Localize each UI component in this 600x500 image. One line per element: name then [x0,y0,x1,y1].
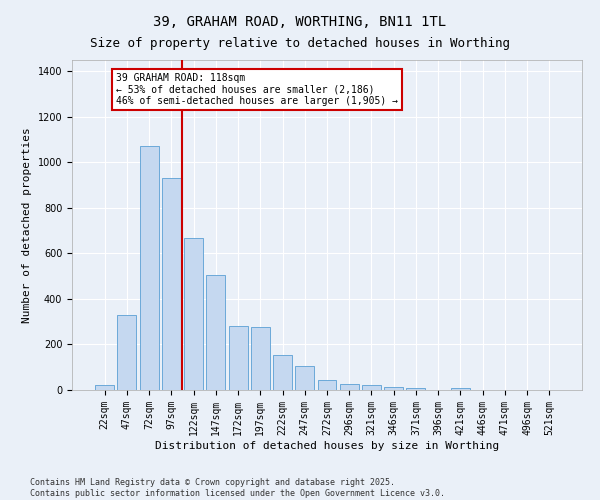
Bar [251,328,270,390]
Bar [384,386,403,390]
Bar [295,366,314,390]
Text: Size of property relative to detached houses in Worthing: Size of property relative to detached ho… [90,38,510,51]
Text: Contains HM Land Registry data © Crown copyright and database right 2025.
Contai: Contains HM Land Registry data © Crown c… [30,478,445,498]
Bar [184,238,203,390]
Bar [229,326,248,390]
Bar [118,315,136,390]
Bar [273,354,292,390]
Bar [451,388,470,390]
X-axis label: Distribution of detached houses by size in Worthing: Distribution of detached houses by size … [155,440,499,450]
Text: 39 GRAHAM ROAD: 118sqm
← 53% of detached houses are smaller (2,186)
46% of semi-: 39 GRAHAM ROAD: 118sqm ← 53% of detached… [116,72,398,106]
Bar [362,386,381,390]
Bar [206,275,225,390]
Bar [317,380,337,390]
Y-axis label: Number of detached properties: Number of detached properties [22,127,32,323]
Bar [140,146,158,390]
Bar [340,384,359,390]
Bar [162,178,181,390]
Text: 39, GRAHAM ROAD, WORTHING, BN11 1TL: 39, GRAHAM ROAD, WORTHING, BN11 1TL [154,15,446,29]
Bar [406,388,425,390]
Bar [95,386,114,390]
